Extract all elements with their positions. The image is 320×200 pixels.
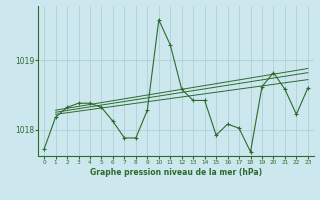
X-axis label: Graphe pression niveau de la mer (hPa): Graphe pression niveau de la mer (hPa) — [90, 168, 262, 177]
